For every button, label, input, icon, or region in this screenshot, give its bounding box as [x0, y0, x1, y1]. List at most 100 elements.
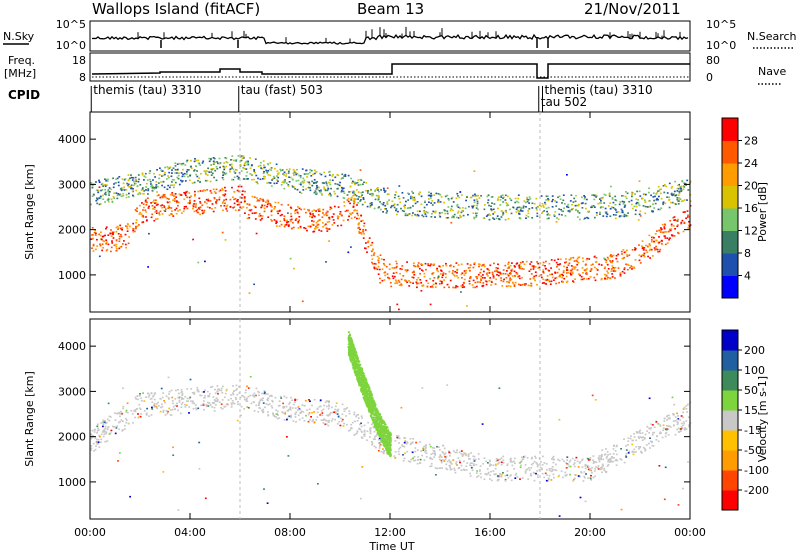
scatter-cell [423, 272, 426, 275]
scatter-cell [509, 458, 512, 461]
scatter-cell [638, 254, 641, 256]
scatter-cell [623, 201, 626, 203]
scatter-cell [360, 425, 363, 428]
scatter-cell [416, 282, 419, 284]
scatter-cell [152, 395, 154, 398]
scatter-cell [421, 214, 424, 217]
scatter-cell [370, 423, 373, 426]
scatter-cell [483, 204, 486, 206]
scatter-cell [188, 397, 191, 400]
scatter-cell [261, 217, 263, 220]
scatter-cell [376, 255, 379, 258]
scatter-cell [126, 182, 128, 185]
scatter-cell [537, 206, 539, 208]
scatter-cell [362, 198, 365, 201]
scatter-cell [432, 210, 435, 213]
scatter-cell [124, 417, 127, 420]
scatter-cell [256, 200, 259, 202]
scatter-cell [276, 410, 279, 413]
scatter-cell [361, 417, 363, 419]
scatter-cell [143, 179, 145, 181]
scatter-cell [536, 463, 539, 465]
scatter-cell [670, 234, 673, 236]
scatter-cell [535, 462, 538, 464]
scatter-cell [574, 459, 576, 462]
scatter-cell [411, 271, 414, 274]
scatter-cell [354, 420, 356, 423]
scatter-cell [246, 203, 249, 205]
scatter-cell [393, 203, 396, 205]
scatter-cell [444, 195, 447, 198]
scatter-cell [643, 252, 646, 255]
scatter-cell [90, 182, 93, 184]
cpid-segment-label: tau (fast) 503 [241, 83, 323, 97]
scatter-cell [544, 265, 546, 267]
scatter-cell [143, 400, 146, 402]
scatter-cell [371, 261, 373, 264]
scatter-cell [181, 401, 184, 404]
scatter-cell [322, 226, 324, 228]
scatter-cell [377, 194, 380, 197]
scatter-cell [479, 281, 482, 283]
scatter-cell [515, 208, 518, 211]
scatter-cell [414, 447, 417, 449]
scatter-cell [403, 437, 406, 439]
scatter-cell [341, 418, 344, 421]
scatter-cell [101, 182, 104, 185]
scatter-cell [129, 186, 132, 189]
scatter-cell [357, 223, 360, 225]
scatter-cell [356, 181, 359, 184]
scatter-cell [155, 204, 158, 206]
scatter-cell [363, 225, 365, 227]
scatter-cell [365, 394, 367, 396]
scatter-cell [657, 190, 659, 192]
scatter-cell [440, 270, 443, 272]
scatter-cell [445, 262, 447, 265]
scatter-cell [567, 463, 570, 466]
scatter-cell [625, 449, 628, 451]
scatter-cell [569, 209, 572, 212]
scatter-cell [140, 413, 142, 415]
scatter-cell [296, 209, 298, 211]
scatter-cell [147, 207, 150, 209]
scatter-cell [612, 267, 615, 269]
scatter-cell [552, 198, 554, 201]
scatter-cell [450, 264, 452, 267]
scatter-cell [301, 180, 304, 183]
scatter-cell [216, 400, 219, 403]
scatter-cell [202, 402, 205, 405]
scatter-cell [685, 420, 688, 422]
scatter-cell [183, 191, 186, 194]
scatter-cell [461, 277, 463, 279]
scatter-cell [324, 423, 327, 426]
scatter-cell [398, 453, 401, 456]
scatter-cell [329, 170, 331, 173]
scatter-cell [229, 206, 232, 208]
scatter-cell [288, 168, 291, 170]
scatter-cell [433, 202, 436, 204]
scatter-cell [150, 216, 153, 219]
scatter-cell [91, 429, 94, 432]
scatter-cell [95, 445, 97, 447]
scatter-cell [515, 263, 518, 265]
scatter-cell [531, 217, 534, 219]
scatter-cell [344, 173, 347, 176]
scatter-cell [574, 266, 577, 269]
scatter-cell [102, 419, 105, 422]
scatter-cell [502, 461, 505, 464]
scatter-cell [360, 199, 362, 201]
scatter-cell [547, 478, 550, 481]
scatter-cell [163, 194, 166, 196]
scatter-cell [446, 468, 449, 471]
scatter-cell [100, 231, 102, 233]
scatter-cell [198, 208, 201, 210]
scatter-cell [567, 272, 569, 274]
scatter-cell [561, 214, 563, 216]
scatter-cell [121, 188, 124, 191]
scatter-cell [656, 230, 658, 232]
scatter-cell [519, 461, 522, 463]
scatter-cell [517, 201, 520, 204]
scatter-cell [456, 192, 459, 195]
scatter-cell [216, 167, 219, 170]
scatter-cell [433, 447, 436, 449]
